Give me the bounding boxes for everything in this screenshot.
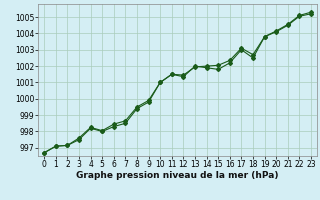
X-axis label: Graphe pression niveau de la mer (hPa): Graphe pression niveau de la mer (hPa)	[76, 171, 279, 180]
